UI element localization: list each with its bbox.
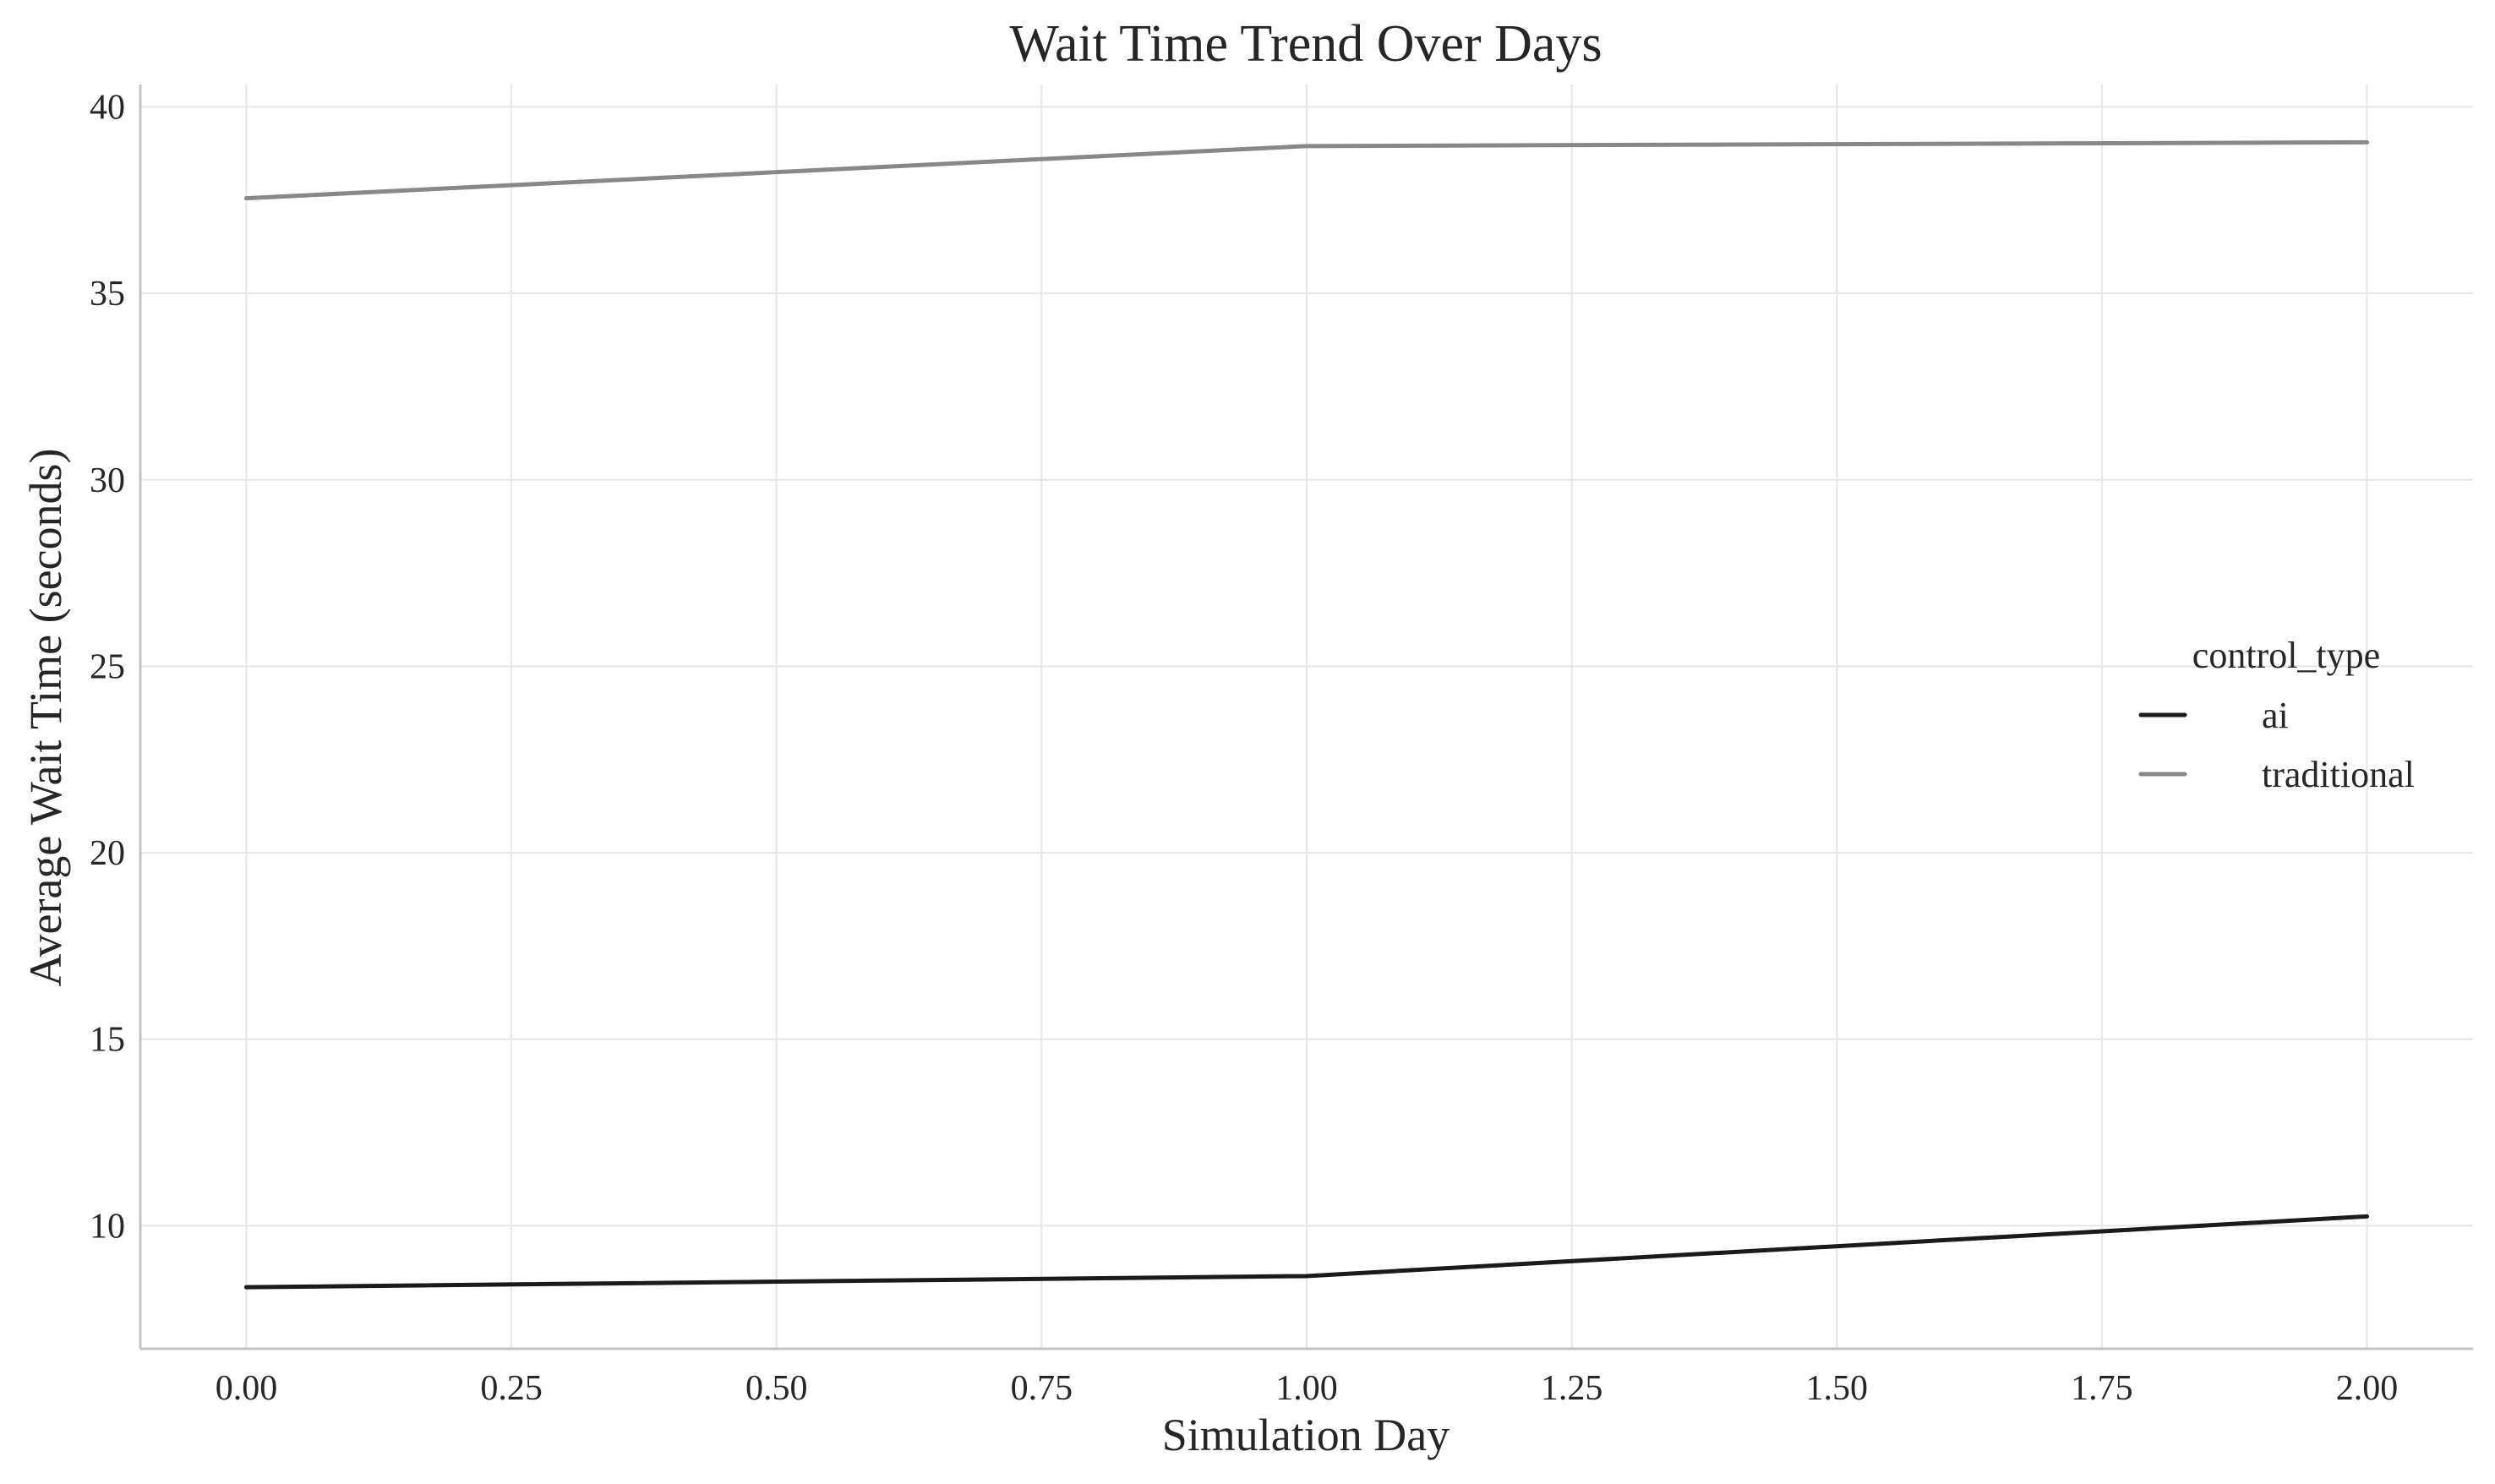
x-tick-label: 0.75 [1011,1369,1073,1408]
x-tick-label: 1.75 [2071,1369,2133,1408]
x-tick-label: 0.50 [745,1369,808,1408]
axes-spines [139,85,2473,1350]
legend-label-traditional: traditional [2262,754,2415,795]
y-tick-label: 35 [90,275,125,314]
legend-title: control_type [2192,635,2380,676]
series-lines [243,139,2370,1290]
legend: control_type ai traditional [2138,635,2415,795]
y-tick-label: 20 [90,834,125,873]
x-tick-label: 1.25 [1541,1369,1603,1408]
legend-label-ai: ai [2262,695,2289,736]
x-axis-label: Simulation Day [1162,1410,1450,1460]
series-line-traditional [243,139,2370,201]
grid [140,85,2473,1349]
chart-title: Wait Time Trend Over Days [1009,15,1602,73]
x-tick-label: 1.50 [1806,1369,1869,1408]
y-tick-label: 10 [90,1207,125,1246]
legend-item-traditional: traditional [2138,754,2415,795]
y-tick-label: 40 [90,88,125,127]
x-tick-label: 1.00 [1275,1369,1338,1408]
x-tick-label: 2.00 [2336,1369,2399,1408]
y-tick-label: 30 [90,461,125,500]
x-tick-label: 0.25 [480,1369,543,1408]
tick-labels: 0.00 0.25 0.50 0.75 1.00 1.25 1.50 1.75 2.00 10 15… [90,88,2398,1408]
legend-item-ai: ai [2138,695,2289,736]
y-axis-label: Average Wait Time (seconds) [20,448,71,986]
x-tick-label: 0.00 [216,1369,278,1408]
y-tick-label: 15 [90,1021,125,1060]
series-line-ai [243,1214,2370,1290]
y-tick-label: 25 [90,647,125,686]
